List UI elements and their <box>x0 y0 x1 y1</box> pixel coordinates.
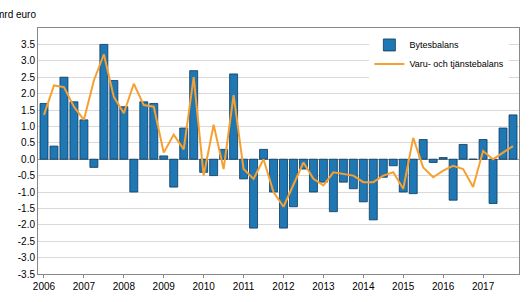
svg-text:0.5: 0.5 <box>21 137 35 148</box>
svg-text:2.5: 2.5 <box>21 72 35 83</box>
svg-text:Bytesbalans: Bytesbalans <box>409 40 459 50</box>
svg-text:2013: 2013 <box>312 281 335 292</box>
svg-text:-1.0: -1.0 <box>18 187 36 198</box>
svg-text:2012: 2012 <box>272 281 295 292</box>
svg-text:-2.5: -2.5 <box>18 236 36 247</box>
svg-text:2008: 2008 <box>113 281 136 292</box>
svg-text:Varu- och tjänstebalans: Varu- och tjänstebalans <box>409 59 503 69</box>
svg-text:-0.5: -0.5 <box>18 170 36 181</box>
svg-text:mrd euro: mrd euro <box>0 9 36 20</box>
svg-text:1.0: 1.0 <box>21 121 35 132</box>
svg-text:-2.0: -2.0 <box>18 219 36 230</box>
svg-text:3.0: 3.0 <box>21 55 35 66</box>
svg-text:-3.0: -3.0 <box>18 252 36 263</box>
svg-text:2015: 2015 <box>392 281 415 292</box>
svg-text:2017: 2017 <box>472 281 495 292</box>
svg-text:3.5: 3.5 <box>21 39 35 50</box>
svg-text:-1.5: -1.5 <box>18 203 36 214</box>
svg-text:1.5: 1.5 <box>21 105 35 116</box>
svg-text:-3.5: -3.5 <box>18 269 36 280</box>
svg-text:2006: 2006 <box>33 281 56 292</box>
svg-text:0.0: 0.0 <box>21 154 35 165</box>
svg-text:2011: 2011 <box>233 281 255 292</box>
svg-text:2009: 2009 <box>153 281 176 292</box>
svg-text:2014: 2014 <box>352 281 375 292</box>
svg-text:2.0: 2.0 <box>21 88 35 99</box>
svg-text:2016: 2016 <box>432 281 455 292</box>
svg-text:2010: 2010 <box>193 281 216 292</box>
svg-text:2007: 2007 <box>73 281 96 292</box>
